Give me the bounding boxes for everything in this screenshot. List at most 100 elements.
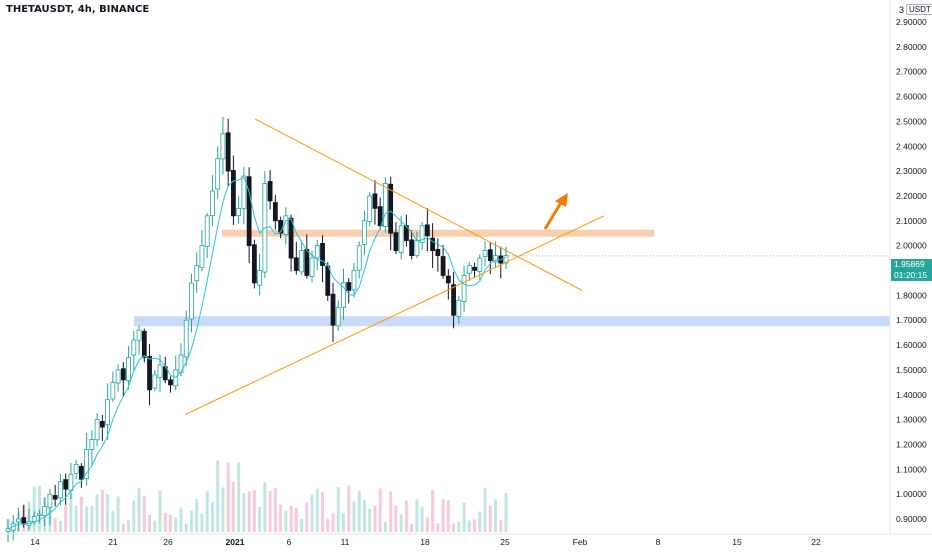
- candle-body[interactable]: [430, 237, 436, 252]
- ascending-trendline[interactable]: [184, 215, 605, 416]
- candle-body[interactable]: [377, 206, 383, 227]
- candle-body[interactable]: [503, 255, 509, 264]
- candle-body[interactable]: [383, 183, 388, 227]
- candle-body[interactable]: [21, 517, 27, 525]
- candle-body[interactable]: [309, 257, 315, 277]
- candle-body[interactable]: [487, 249, 493, 261]
- candle-body[interactable]: [482, 250, 488, 257]
- candle-body[interactable]: [299, 250, 304, 273]
- candle-body[interactable]: [199, 245, 205, 269]
- candle-body[interactable]: [346, 282, 352, 291]
- candle-body[interactable]: [493, 255, 498, 263]
- candle-body[interactable]: [398, 225, 404, 253]
- y-tick-label: 2.10000: [896, 216, 927, 226]
- candle-body[interactable]: [424, 224, 430, 237]
- candle-body[interactable]: [204, 215, 210, 248]
- candle-body[interactable]: [52, 495, 58, 500]
- candle-body[interactable]: [183, 319, 189, 358]
- candle-body[interactable]: [409, 239, 415, 256]
- candle-body[interactable]: [84, 449, 90, 479]
- candle-body[interactable]: [58, 481, 63, 499]
- descending-trendline[interactable]: [254, 118, 583, 291]
- candle-body[interactable]: [141, 330, 147, 358]
- unit-badge[interactable]: USDT: [906, 4, 932, 15]
- candle-body[interactable]: [461, 275, 467, 302]
- candle-body[interactable]: [472, 266, 477, 271]
- candle-body[interactable]: [351, 270, 357, 291]
- candle-body[interactable]: [63, 479, 69, 490]
- up-arrow-shaft[interactable]: [543, 200, 564, 230]
- support-zone[interactable]: [134, 316, 890, 327]
- candle-body[interactable]: [215, 158, 221, 190]
- candle-body[interactable]: [362, 220, 367, 245]
- candle-body[interactable]: [440, 256, 446, 276]
- candle-body[interactable]: [393, 232, 399, 252]
- candle-body[interactable]: [136, 329, 142, 341]
- candle-body[interactable]: [231, 170, 236, 217]
- candle-body[interactable]: [372, 193, 378, 209]
- candle-body[interactable]: [16, 518, 21, 523]
- candle-body[interactable]: [257, 270, 263, 286]
- candle-body[interactable]: [115, 369, 121, 384]
- candle-body[interactable]: [419, 225, 425, 244]
- candle-body[interactable]: [99, 421, 105, 428]
- candle-body[interactable]: [194, 265, 200, 282]
- candle-body[interactable]: [335, 307, 341, 327]
- candle-body[interactable]: [210, 190, 215, 217]
- resistance-zone[interactable]: [222, 229, 654, 237]
- candle-body[interactable]: [414, 240, 420, 257]
- candle-body[interactable]: [456, 299, 462, 317]
- candle-body[interactable]: [120, 368, 126, 381]
- candle-body[interactable]: [241, 175, 247, 209]
- candle-body[interactable]: [42, 506, 48, 516]
- candle-body[interactable]: [225, 132, 231, 172]
- candle-body[interactable]: [89, 439, 95, 450]
- candle-body[interactable]: [367, 195, 373, 222]
- candle-body[interactable]: [147, 356, 152, 391]
- candle-body[interactable]: [435, 248, 441, 256]
- candle-body[interactable]: [178, 354, 184, 373]
- candle-body[interactable]: [5, 528, 11, 532]
- candle-body[interactable]: [126, 357, 131, 381]
- candle-body[interactable]: [31, 516, 37, 522]
- candle-body[interactable]: [330, 293, 336, 326]
- candle-body[interactable]: [293, 257, 299, 271]
- candle-body[interactable]: [451, 284, 456, 316]
- candle-body[interactable]: [73, 463, 79, 474]
- symbol-title[interactable]: THETAUSDT, 4h, BINANCE: [6, 4, 150, 15]
- candle-body[interactable]: [314, 245, 320, 259]
- candle-body[interactable]: [325, 265, 331, 296]
- candle-body[interactable]: [272, 202, 278, 222]
- candle-body[interactable]: [152, 374, 158, 389]
- candle-body[interactable]: [356, 245, 362, 271]
- candle-body[interactable]: [466, 265, 472, 274]
- candle-body[interactable]: [477, 257, 483, 272]
- candle-body[interactable]: [288, 217, 294, 259]
- candle-body[interactable]: [445, 275, 451, 284]
- candle-body[interactable]: [320, 243, 325, 266]
- candle-body[interactable]: [157, 364, 163, 378]
- candle-body[interactable]: [47, 493, 53, 509]
- candle-body[interactable]: [131, 339, 137, 356]
- candle-body[interactable]: [341, 282, 346, 308]
- candle-body[interactable]: [78, 465, 84, 480]
- candle-body[interactable]: [236, 207, 242, 216]
- candle-body[interactable]: [246, 176, 252, 247]
- candle-body[interactable]: [267, 181, 273, 202]
- candle-body[interactable]: [168, 379, 173, 386]
- candle-body[interactable]: [68, 473, 74, 491]
- candle-body[interactable]: [251, 244, 257, 284]
- candle-body[interactable]: [94, 419, 100, 441]
- candle-body[interactable]: [105, 399, 110, 426]
- candle-body[interactable]: [304, 249, 310, 276]
- candle-body[interactable]: [388, 183, 394, 234]
- candle-body[interactable]: [110, 381, 116, 400]
- candle-body[interactable]: [403, 225, 409, 242]
- up-arrow-head[interactable]: [555, 193, 568, 207]
- candle-body[interactable]: [283, 215, 289, 235]
- candle-body[interactable]: [37, 513, 42, 516]
- candle-body[interactable]: [189, 282, 194, 320]
- candle-body[interactable]: [220, 133, 226, 160]
